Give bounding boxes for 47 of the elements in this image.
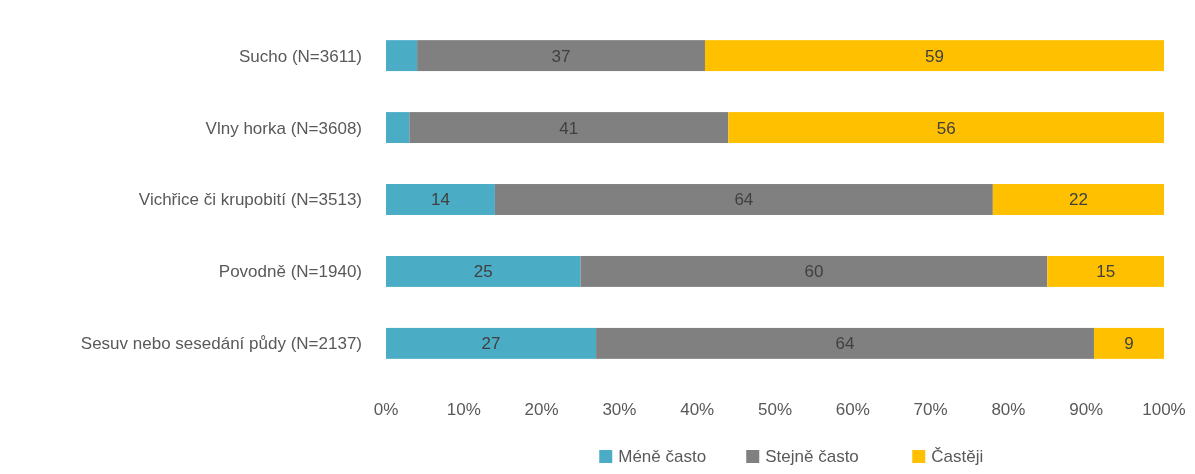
x-tick-label: 30% xyxy=(602,399,637,419)
x-tick-label: 20% xyxy=(524,399,559,419)
y-tick-label: Vichřice či krupobití (N=3513) xyxy=(138,190,362,210)
data-label: 37 xyxy=(551,46,571,66)
legend-label: Stejně často xyxy=(765,447,859,466)
data-label: 56 xyxy=(936,118,956,138)
legend-label: Častěji xyxy=(931,447,984,466)
data-label: 14 xyxy=(431,190,450,210)
bar xyxy=(386,112,410,144)
x-tick-label: 10% xyxy=(446,399,481,419)
x-tick-label: 50% xyxy=(757,399,793,419)
data-label: 9 xyxy=(1124,334,1134,354)
x-tick-label: 60% xyxy=(835,399,870,419)
data-label: 22 xyxy=(1068,190,1088,210)
y-tick-label: Povodně (N=1940) xyxy=(218,262,362,282)
data-label: 41 xyxy=(559,118,579,138)
x-tick-label: 90% xyxy=(1069,399,1104,419)
bar xyxy=(494,184,993,215)
x-tick-label: 80% xyxy=(991,399,1026,419)
bar xyxy=(386,327,597,359)
data-label: 25 xyxy=(473,262,493,282)
x-tick-label: 40% xyxy=(680,399,715,419)
x-tick-label: 0% xyxy=(373,399,399,419)
y-tick-label: Vlny horka (N=3608) xyxy=(205,118,362,138)
bar xyxy=(596,327,1094,359)
bar xyxy=(580,255,1048,287)
legend-label: Méně často xyxy=(618,447,707,466)
x-tick-label: 70% xyxy=(913,399,948,419)
y-tick-label: Sucho (N=3611) xyxy=(238,46,362,66)
data-label: 15 xyxy=(1096,262,1116,282)
y-tick-label: Sesuv nebo sesedání půdy (N=2137) xyxy=(80,334,362,354)
x-tick-label: 100% xyxy=(1142,399,1186,419)
bar xyxy=(417,40,705,72)
data-label: 27 xyxy=(481,334,501,354)
bar xyxy=(1093,327,1164,359)
bar xyxy=(386,184,495,215)
bar xyxy=(704,40,1164,72)
data-label: 64 xyxy=(835,334,855,354)
bar xyxy=(386,40,418,72)
data-label: 59 xyxy=(925,46,944,66)
bar xyxy=(992,184,1164,215)
bar xyxy=(386,255,581,287)
data-label: 60 xyxy=(804,262,824,282)
bar xyxy=(728,112,1164,144)
data-label: 64 xyxy=(734,190,754,210)
bar xyxy=(409,112,729,144)
bar xyxy=(1047,255,1164,287)
